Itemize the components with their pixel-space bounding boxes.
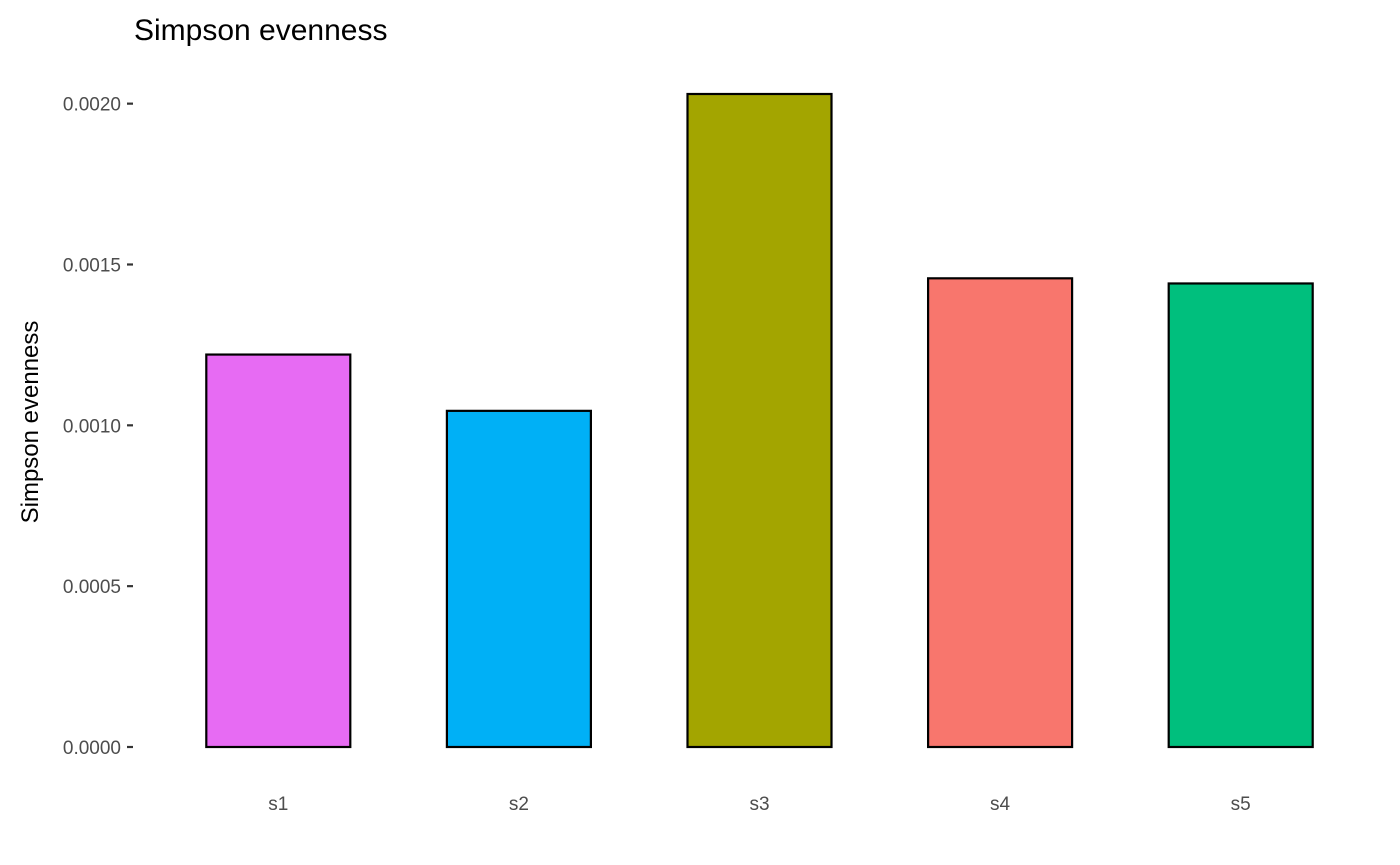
bar-s1 (205, 353, 352, 749)
bar-s3 (686, 92, 833, 749)
x-tick-label: s2 (509, 794, 529, 815)
y-tick-label: 0.0010 (63, 416, 121, 437)
bars-group (205, 92, 1314, 749)
y-tick-label: 0.0005 (63, 577, 121, 598)
y-axis: 0.0000 0.0005 0.0010 0.0015 0.0020 (63, 95, 133, 759)
chart-title: Simpson evenness (134, 14, 387, 47)
y-tick-label: 0.0015 (63, 255, 121, 276)
x-tick-label: s3 (749, 794, 769, 815)
x-tick-label: s5 (1231, 794, 1251, 815)
bar-s2 (445, 409, 592, 749)
bar-s5 (1167, 282, 1314, 749)
y-axis-label: Simpson evenness (17, 321, 44, 524)
x-tick-label: s4 (990, 794, 1011, 815)
x-axis: s1 s2 s3 s4 s5 (268, 794, 1250, 815)
x-tick-label: s1 (268, 794, 288, 815)
y-tick-label: 0.0000 (63, 738, 121, 759)
bar-s4 (926, 277, 1074, 749)
y-tick-label: 0.0020 (63, 95, 121, 116)
